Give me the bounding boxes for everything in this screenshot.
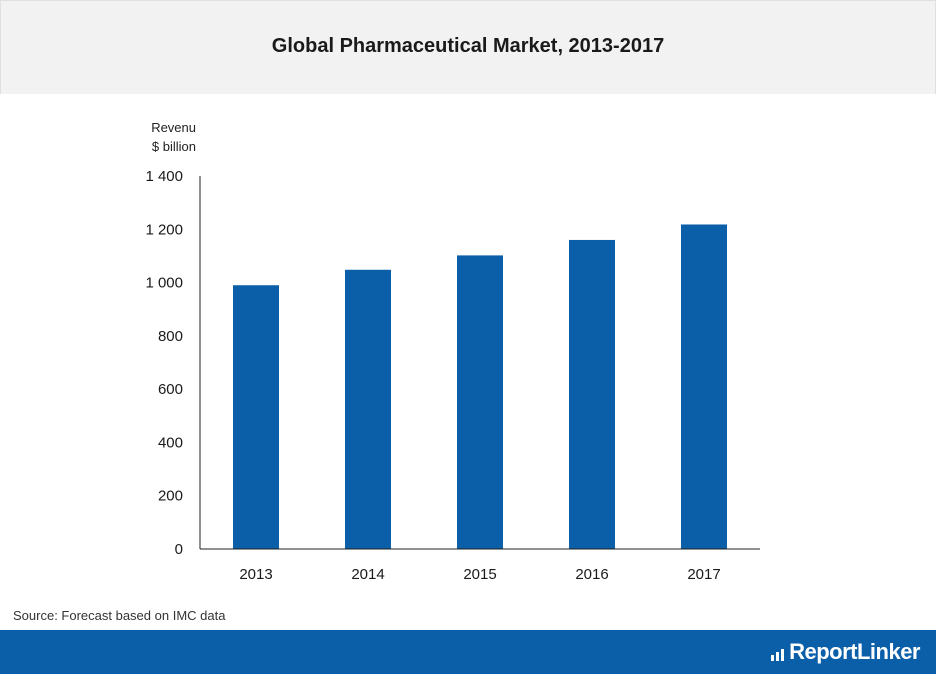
y-axis-ticks: 0 200 400 600 800 1 000 1 200 1 400	[145, 168, 183, 558]
bar-2017	[681, 224, 727, 550]
bars	[233, 224, 727, 550]
reportlinker-logo[interactable]: ReportLinker	[771, 639, 920, 665]
y-tick-label: 600	[158, 381, 183, 398]
title-bar: Global Pharmaceutical Market, 2013-2017	[0, 0, 936, 94]
x-tick-label: 2017	[687, 566, 720, 583]
x-axis-ticks: 2013 2014 2015 2016 2017	[239, 566, 720, 583]
chart-title: Global Pharmaceutical Market, 2013-2017	[271, 35, 665, 57]
x-tick-label: 2013	[239, 566, 272, 583]
y-tick-label: 400	[158, 434, 183, 451]
y-tick-label: 1 400	[145, 168, 183, 185]
x-tick-label: 2016	[575, 566, 608, 583]
y-tick-label: 200	[158, 488, 183, 505]
source-note: Source: Forecast based on IMC data	[13, 608, 226, 623]
y-tick-label: 800	[158, 328, 183, 345]
y-axis-unit-line-2: $ billion	[151, 139, 196, 154]
x-tick-label: 2014	[351, 566, 384, 583]
y-axis-unit-line-1: Revenu	[151, 120, 196, 135]
y-tick-label: 1 200	[145, 221, 183, 238]
footer-bar: ReportLinker	[0, 630, 936, 674]
bar-2013	[233, 285, 279, 549]
y-tick-label: 0	[175, 541, 183, 558]
bar-2015	[457, 255, 503, 549]
logo-bars-icon	[771, 649, 786, 661]
bar-2014	[345, 269, 391, 549]
y-axis-unit-label: Revenu $ billion	[100, 118, 196, 156]
logo-text: ReportLinker	[789, 639, 920, 664]
bar-2016	[569, 239, 615, 549]
x-tick-label: 2015	[463, 566, 496, 583]
y-tick-label: 1 000	[145, 275, 183, 292]
